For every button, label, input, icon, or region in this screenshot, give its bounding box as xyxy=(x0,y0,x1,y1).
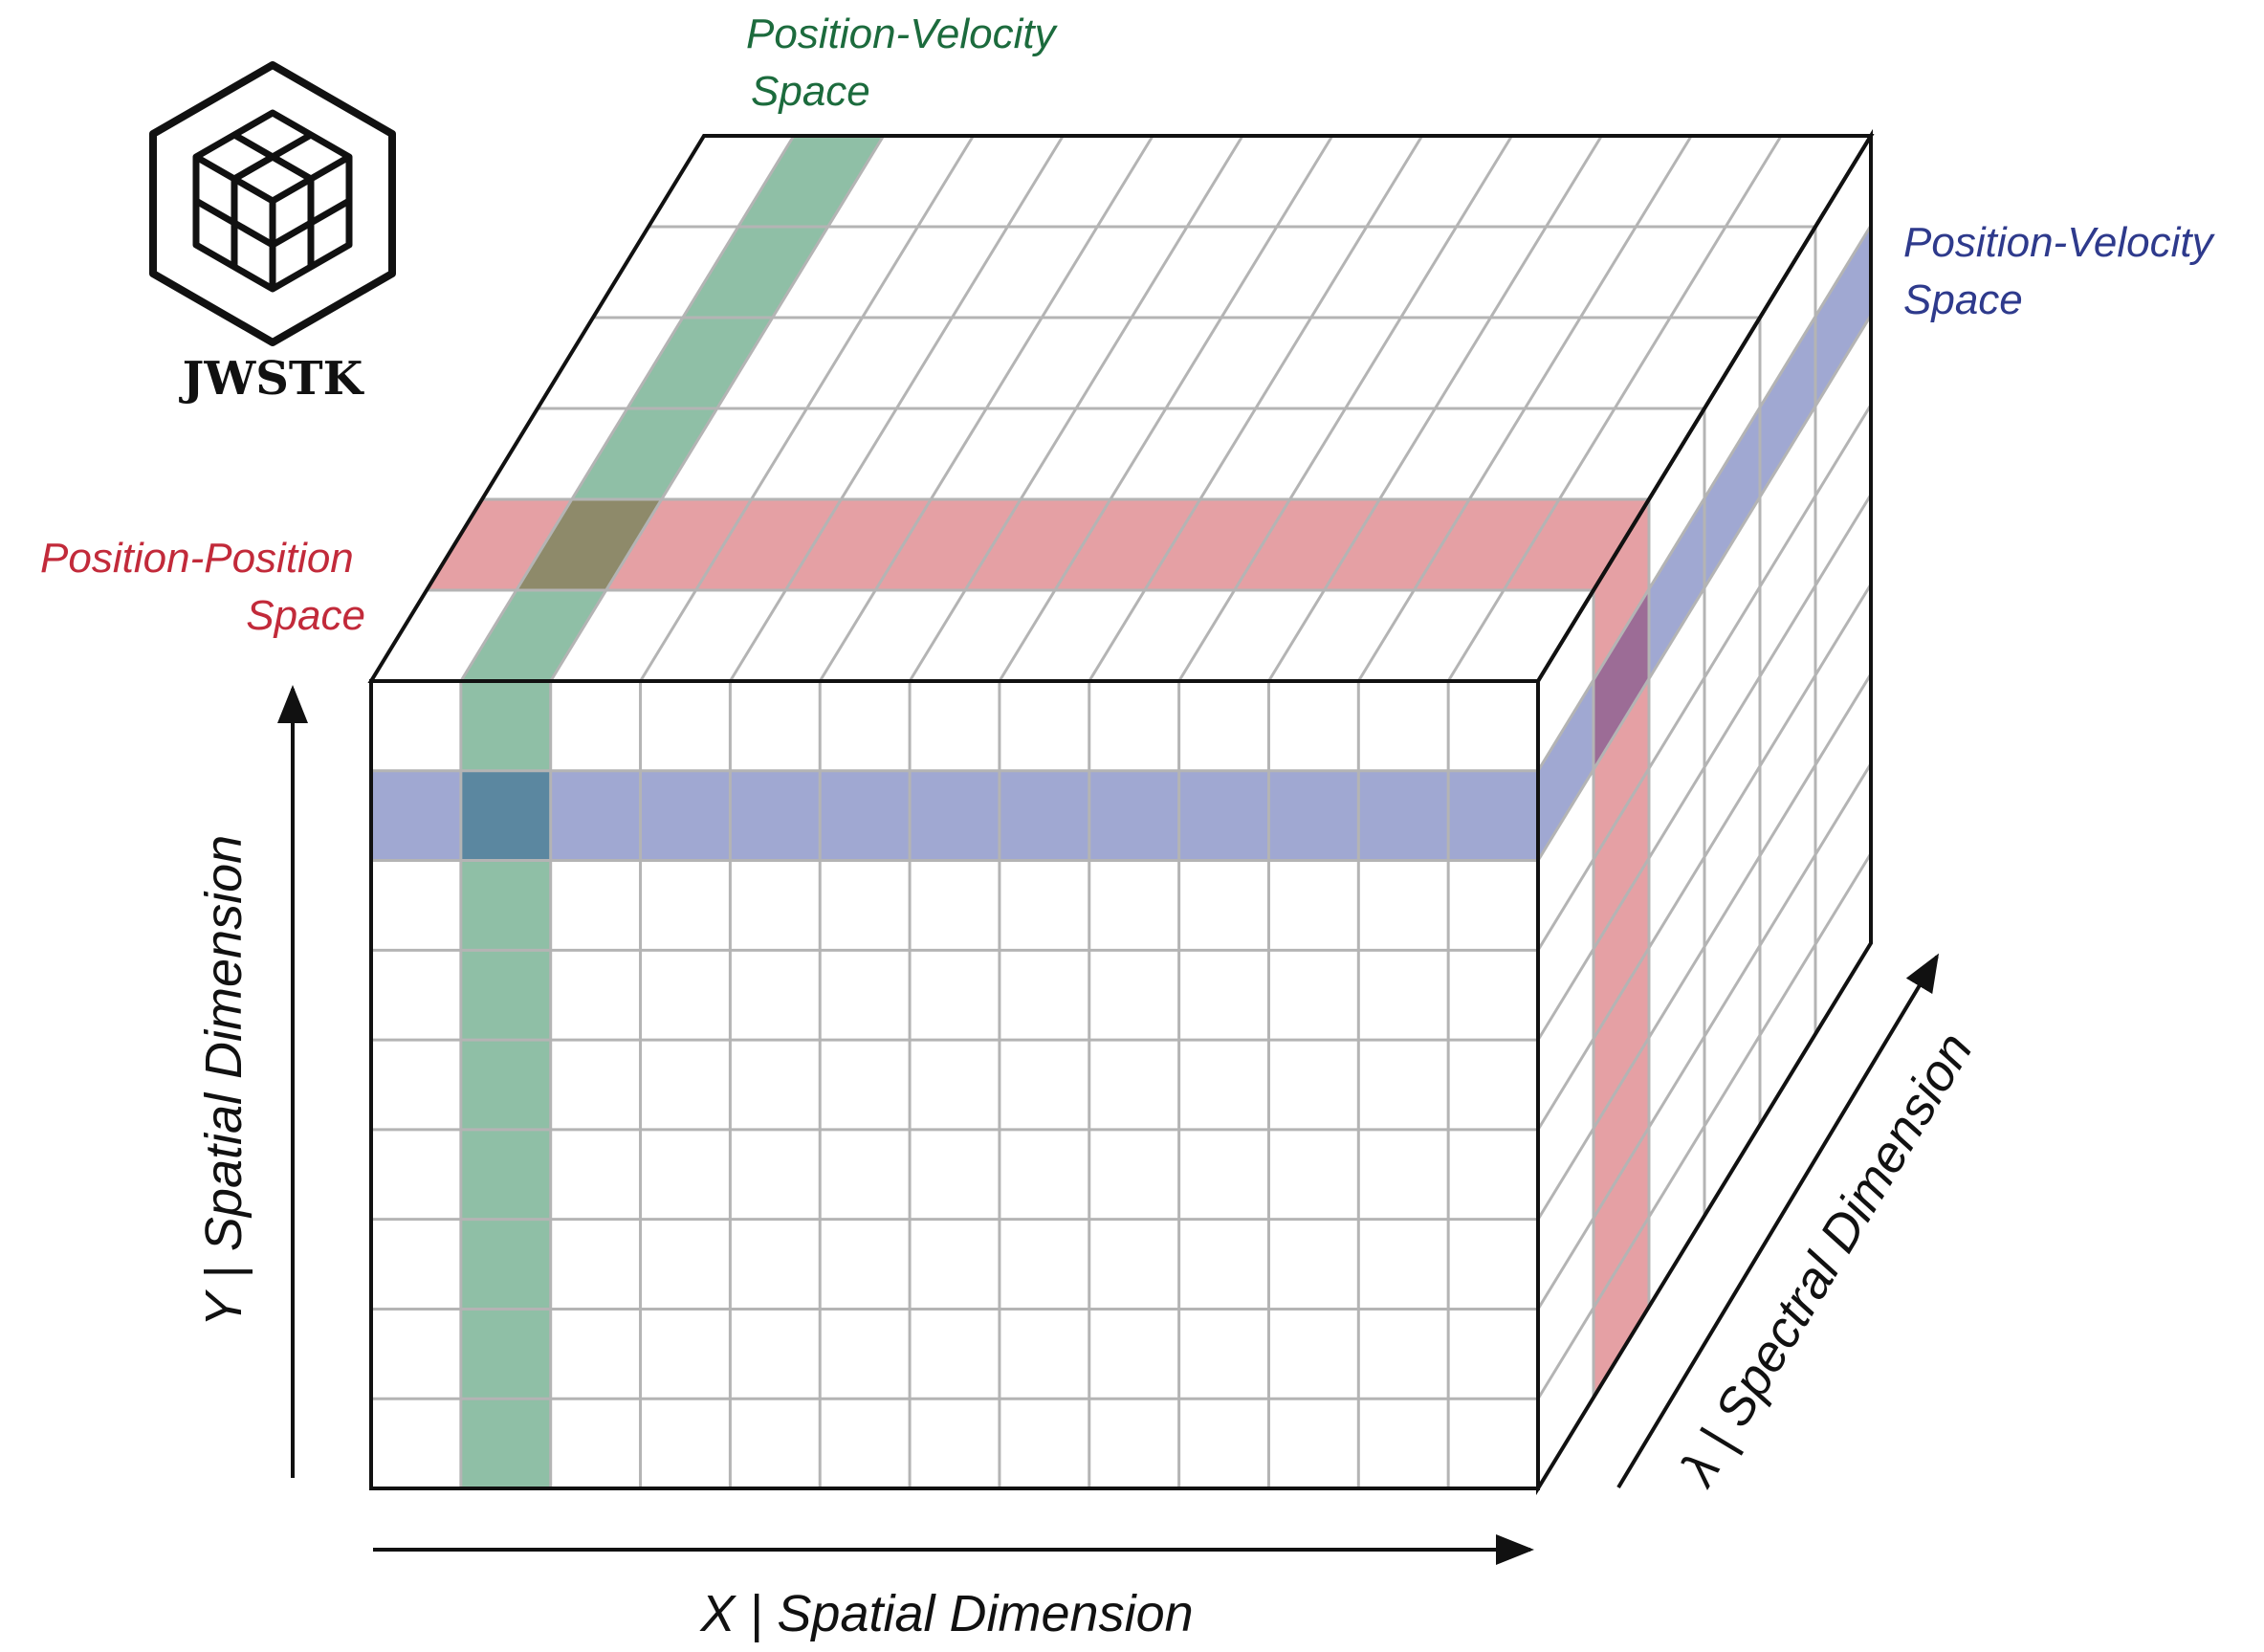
position-position-label: Position-Position Space xyxy=(40,535,365,639)
blue-red-overlap-cell xyxy=(1594,588,1649,770)
cube-outline xyxy=(367,128,1875,1496)
green-red-overlap-cell xyxy=(516,499,662,590)
y-axis-label: Y | Spatial Dimension xyxy=(195,835,253,1327)
logo-text: JWSTK xyxy=(179,352,365,406)
position-velocity-right-label-line1: Position-Velocity xyxy=(1903,219,2216,266)
logo-hexagon xyxy=(149,61,396,346)
jwstk-logo: JWSTK xyxy=(149,61,396,406)
position-velocity-right-label-line2: Space xyxy=(1903,276,2023,323)
blue-slice-front xyxy=(371,770,1538,861)
cube-top-face xyxy=(371,135,1871,682)
position-velocity-top-label-line1: Position-Velocity xyxy=(746,11,1059,57)
position-velocity-top-label: Position-Velocity Space xyxy=(746,11,1067,115)
cube-front-face xyxy=(371,681,1538,1488)
cube-right-face xyxy=(1536,136,1873,1488)
lambda-axis-arrow xyxy=(1616,953,1940,1489)
green-blue-overlap-cell xyxy=(460,770,551,861)
position-velocity-right-label: Position-Velocity Space xyxy=(1903,219,2225,323)
x-axis-label: X | Spatial Dimension xyxy=(698,1585,1193,1642)
cube-cluster-icon xyxy=(192,109,353,293)
position-velocity-top-label-line2: Space xyxy=(751,68,870,115)
cube xyxy=(367,128,1875,1496)
position-position-label-line1: Position-Position xyxy=(40,535,354,582)
red-slice-top xyxy=(427,499,1649,590)
position-position-label-line2: Space xyxy=(246,592,365,639)
right-face-edge xyxy=(1536,128,1873,1496)
